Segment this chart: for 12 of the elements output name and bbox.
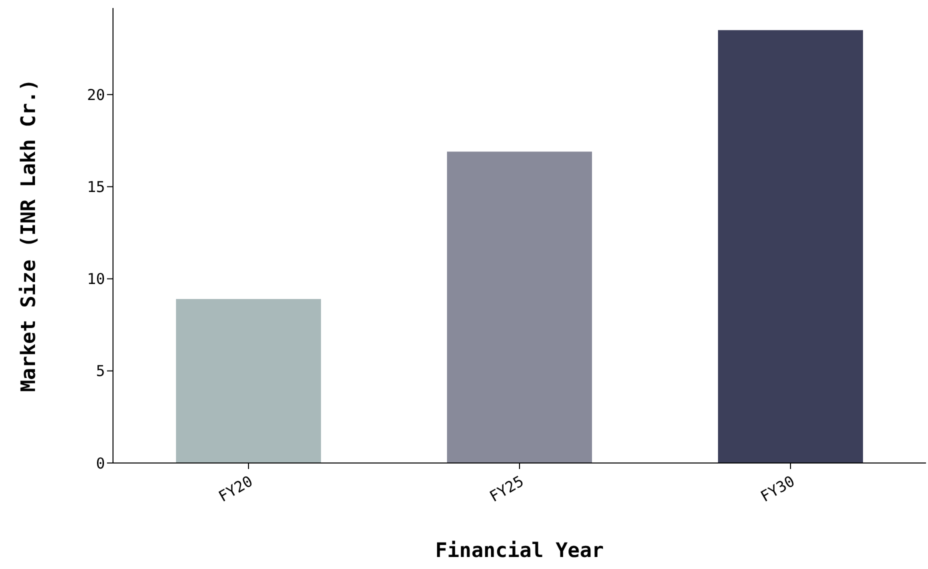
x-axis-title: Financial Year [435,538,604,562]
y-tick-label: 15 [86,178,105,196]
y-axis-title: Market Size (INR Lakh Cr.) [16,78,40,392]
bar [176,299,321,463]
y-tick-label: 20 [86,86,105,104]
x-tick-label: FY30 [758,472,798,506]
bar [718,30,863,463]
y-tick-label: 10 [86,270,105,288]
y-tick-label: 5 [96,362,105,380]
y-tick-label: 0 [96,454,105,472]
bar [447,152,592,463]
x-tick-label: FY20 [216,472,256,506]
